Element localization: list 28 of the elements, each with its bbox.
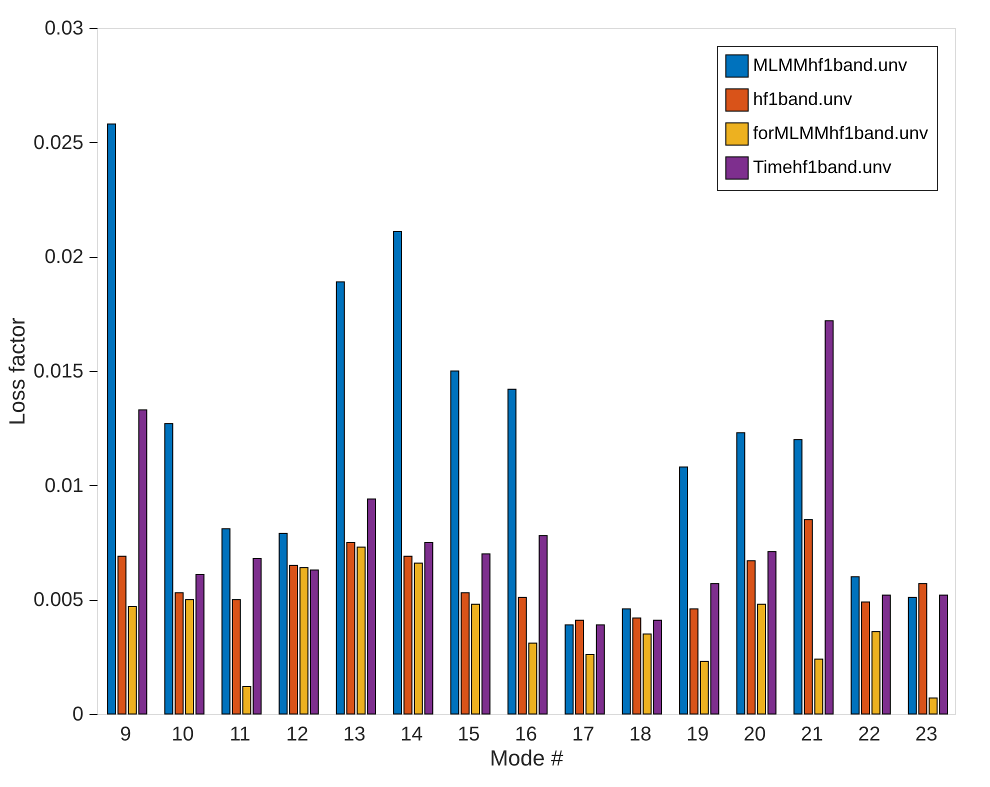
x-tick-label: 11 [230,724,250,746]
x-tick-label: 12 [286,724,308,746]
y-tick-label: 0.01 [44,474,84,497]
x-tick-label: 15 [458,724,480,746]
y-tick-label: 0.025 [33,132,84,154]
x-tick-label: 18 [629,724,652,746]
y-tick-label: 0.015 [33,360,84,382]
y-tick-label: 0.005 [33,589,84,612]
x-tick-label: 9 [120,724,132,746]
x-tick-label: 16 [514,724,538,746]
x-tick-label: 13 [343,724,366,746]
x-tick-label: 14 [400,724,423,746]
x-tick-label: 10 [172,724,194,746]
legend-label: hf1band.unv [753,89,852,109]
x-tick-label: 19 [686,724,709,746]
x-axis-title: Mode # [490,746,564,770]
x-tick-label: 22 [858,724,880,746]
x-tick-label: 21 [800,724,824,746]
x-tick-label: 20 [744,724,766,746]
legend-label: MLMMhf1band.unv [753,55,908,75]
legend-label: forMLMMhf1band.unv [753,123,928,143]
x-tick-label: 17 [572,724,594,746]
y-axis-title: Loss factor [4,318,30,426]
legend-label: Timehf1band.unv [753,157,892,177]
y-tick-label: 0.03 [44,18,84,40]
y-tick-label: 0.02 [44,246,84,268]
x-tick-label: 23 [915,724,938,746]
y-tick-label: 0 [72,704,84,726]
